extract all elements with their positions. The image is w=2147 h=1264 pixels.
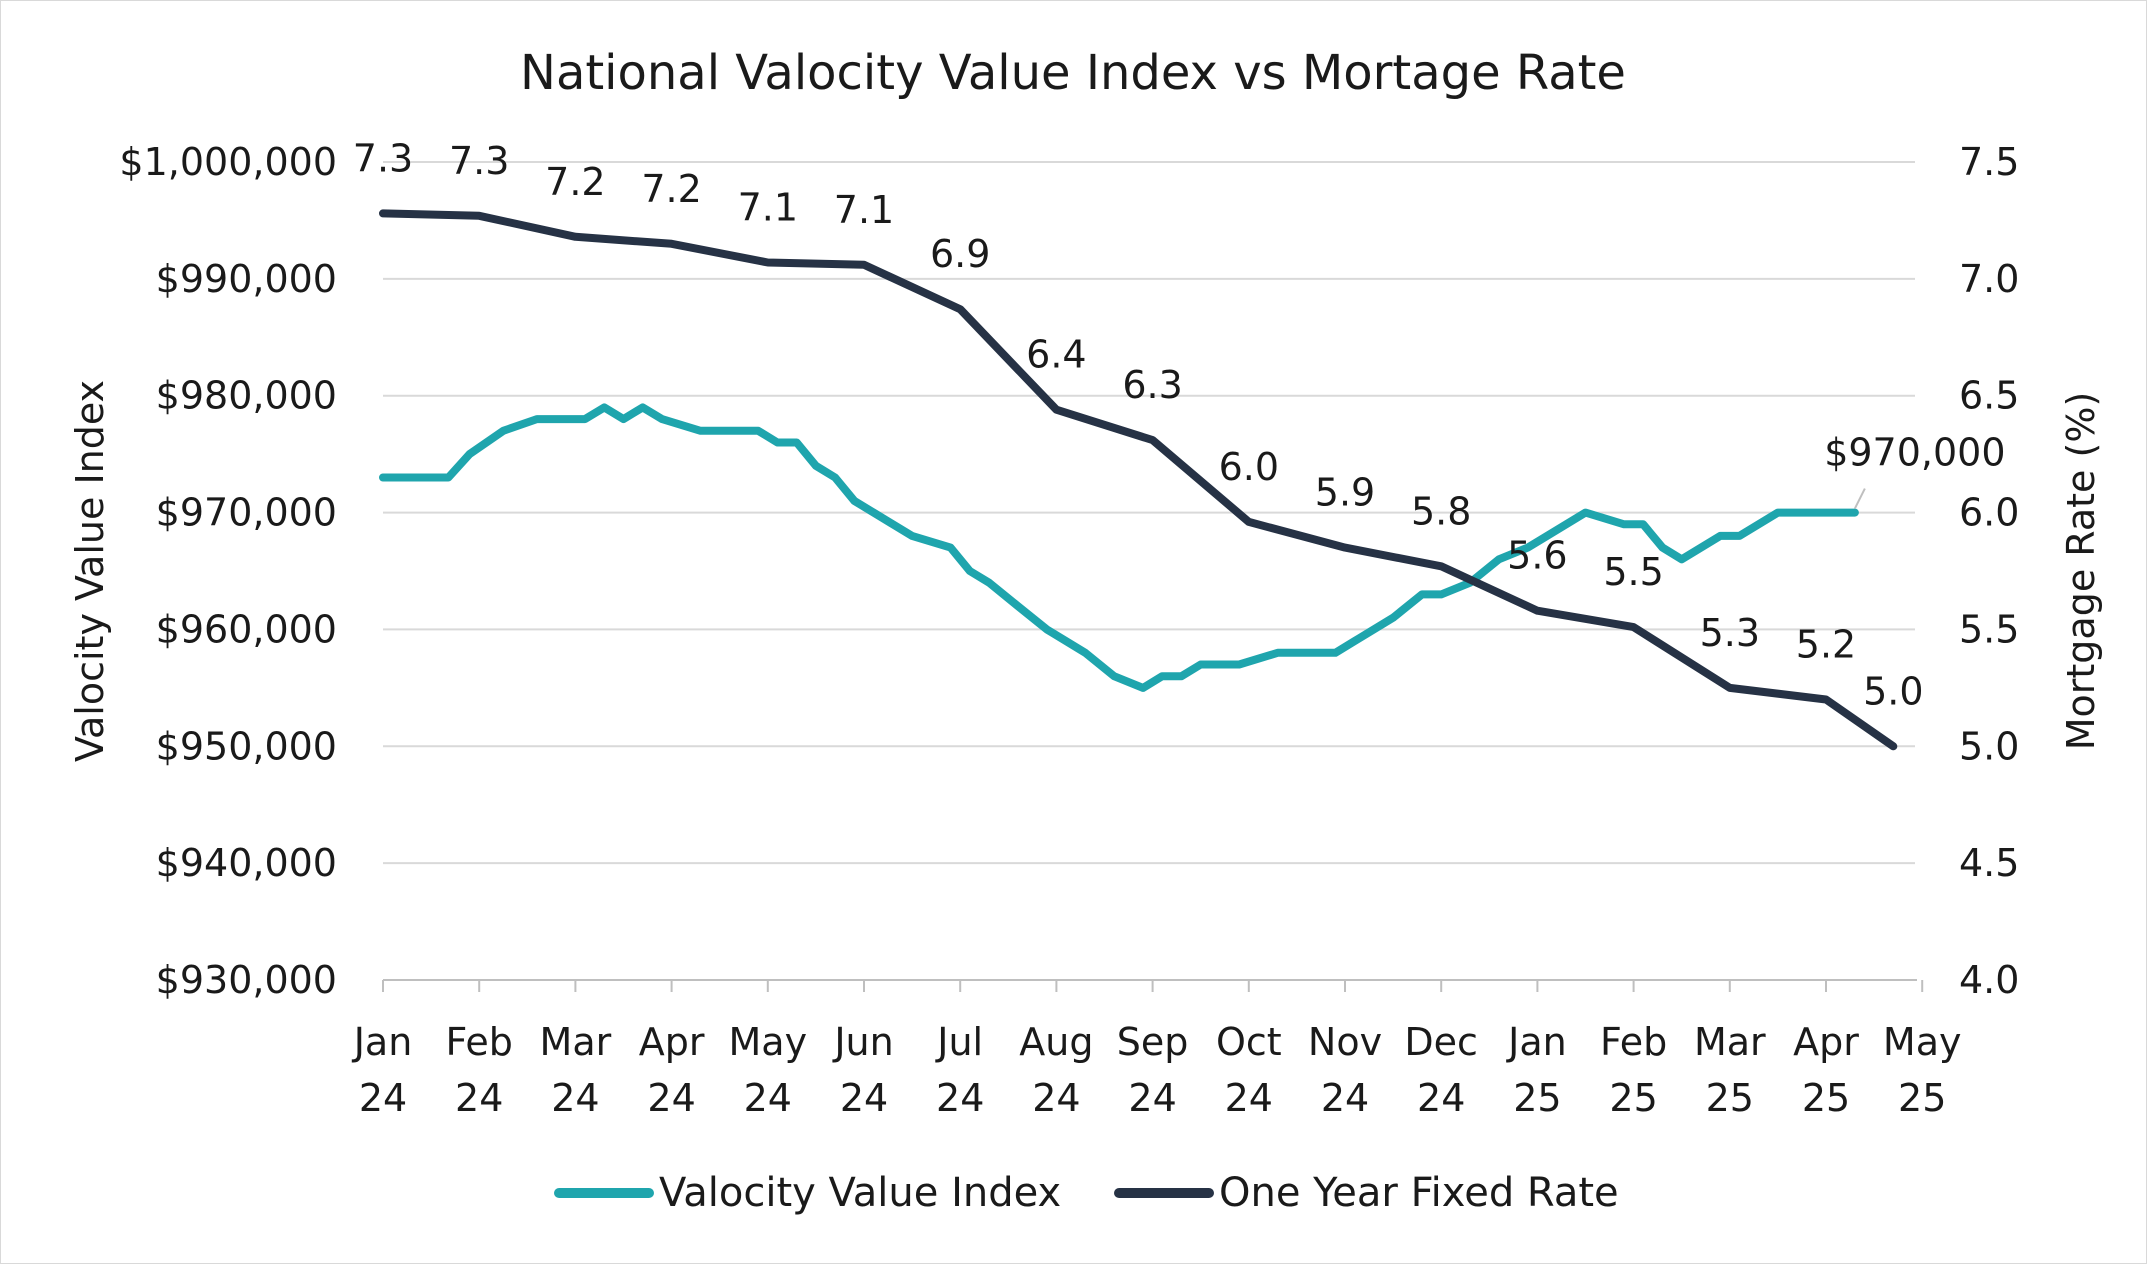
x-tick-year: 25 [1513, 1076, 1561, 1120]
x-tick-month: Dec [1404, 1020, 1478, 1064]
fixed-rate-data-label: 5.9 [1315, 471, 1375, 515]
x-tick-year: 24 [744, 1076, 792, 1120]
y-right-tick-label: 5.5 [1959, 607, 2019, 651]
x-tick-month: Sep [1117, 1020, 1189, 1064]
fixed-rate-data-label: 6.0 [1219, 445, 1279, 489]
y-left-tick-label: $950,000 [156, 724, 337, 768]
x-tick-month: Aug [1019, 1020, 1093, 1064]
y-right-tick-label: 6.0 [1959, 491, 2019, 535]
y-right-tick-label: 4.5 [1959, 841, 2019, 885]
y-left-tick-label: $960,000 [156, 607, 337, 651]
x-tick-month: Feb [1600, 1020, 1667, 1064]
fixed-rate-data-label: 6.3 [1122, 363, 1182, 407]
x-axis-ticks: Jan 24 Feb 24 Mar 24 Apr 24 May 24 Jun 24 Jul 24 Aug 24… [352, 980, 1962, 1120]
x-tick-year: 24 [936, 1076, 984, 1120]
data-labels: $970,000 7.3 7.3 7.2 7.2 7.1 7.1 6.9 6.4 6.3 6.0 5.… [353, 136, 2006, 713]
x-tick-year: 25 [1802, 1076, 1850, 1120]
y-left-tick-label: $930,000 [156, 958, 337, 1002]
series-lines [379, 209, 1898, 751]
x-tick-year: 25 [1898, 1076, 1946, 1120]
x-tick-month: Mar [1694, 1020, 1766, 1064]
end-label-leader [1853, 488, 1866, 510]
x-tick-year: 24 [647, 1076, 695, 1120]
y-right-tick-label: 7.0 [1959, 257, 2019, 301]
legend-label-valocity: Valocity Value Index [659, 1170, 1061, 1216]
legend: Valocity Value Index One Year Fixed Rate [554, 1170, 1619, 1216]
fixed-rate-data-label: 6.9 [930, 232, 990, 276]
y-left-tick-label: $970,000 [156, 491, 337, 535]
x-tick-month: Apr [639, 1020, 705, 1064]
x-tick-year: 24 [1417, 1076, 1465, 1120]
y-right-tick-label: 7.5 [1959, 140, 2019, 184]
x-tick-year: 24 [551, 1076, 599, 1120]
series-line-valocity-index [379, 403, 1859, 692]
fixed-rate-data-label: 7.3 [449, 139, 509, 183]
x-tick-year: 24 [1321, 1076, 1369, 1120]
x-tick-month: Jan [352, 1020, 413, 1064]
x-tick-year: 24 [455, 1076, 503, 1120]
y-right-tick-label: 4.0 [1959, 958, 2019, 1002]
x-tick-month: Mar [540, 1020, 612, 1064]
x-tick-year: 24 [1128, 1076, 1176, 1120]
valocity-end-data-label: $970,000 [1824, 431, 2005, 475]
x-tick-year: 24 [359, 1076, 407, 1120]
fixed-rate-data-label: 7.3 [353, 136, 413, 180]
x-tick-year: 24 [1032, 1076, 1080, 1120]
fixed-rate-data-label: 7.1 [738, 185, 798, 229]
x-tick-month: Jul [935, 1020, 983, 1064]
fixed-rate-data-label: 6.4 [1026, 333, 1086, 377]
x-tick-year: 24 [840, 1076, 888, 1120]
x-tick-month: May [1883, 1020, 1962, 1064]
fixed-rate-data-label: 5.6 [1507, 534, 1567, 578]
y-right-axis-title: Mortgage Rate (%) [2059, 392, 2103, 751]
y-left-tick-label: $1,000,000 [119, 140, 337, 184]
fixed-rate-data-label: 5.2 [1796, 623, 1856, 667]
x-tick-month: Jan [1506, 1020, 1567, 1064]
x-tick-month: Jun [832, 1020, 893, 1064]
y-left-axis-title: Valocity Value Index [68, 380, 112, 762]
gridlines [383, 161, 1915, 865]
y-left-tick-label: $940,000 [156, 841, 337, 885]
fixed-rate-data-label: 7.1 [834, 188, 894, 232]
x-tick-month: May [729, 1020, 808, 1064]
fixed-rate-data-label: 5.8 [1411, 489, 1471, 533]
x-tick-year: 24 [1225, 1076, 1273, 1120]
fixed-rate-data-label: 5.0 [1863, 669, 1923, 713]
x-tick-month: Feb [446, 1020, 513, 1064]
fixed-rate-data-label: 5.5 [1603, 550, 1663, 594]
x-tick-year: 25 [1609, 1076, 1657, 1120]
chart-title: National Valocity Value Index vs Mortage… [520, 45, 1626, 101]
fixed-rate-data-label: 7.2 [641, 167, 701, 211]
y-right-tick-label: 6.5 [1959, 374, 2019, 418]
x-tick-month: Nov [1308, 1020, 1382, 1064]
x-tick-month: Oct [1216, 1020, 1282, 1064]
fixed-rate-data-label: 5.3 [1700, 611, 1760, 655]
y-axis-ticks: $930,000 4.0 $940,000 4.5 $950,000 5.0 $960,00… [119, 140, 2019, 1002]
x-tick-year: 25 [1706, 1076, 1754, 1120]
y-right-tick-label: 5.0 [1959, 724, 2019, 768]
y-left-tick-label: $990,000 [156, 257, 337, 301]
fixed-rate-data-label: 7.2 [545, 160, 605, 204]
series-line-fixed-rate [379, 209, 1898, 751]
x-tick-month: Apr [1793, 1020, 1859, 1064]
legend-label-fixed-rate: One Year Fixed Rate [1219, 1170, 1619, 1216]
y-left-tick-label: $980,000 [156, 374, 337, 418]
